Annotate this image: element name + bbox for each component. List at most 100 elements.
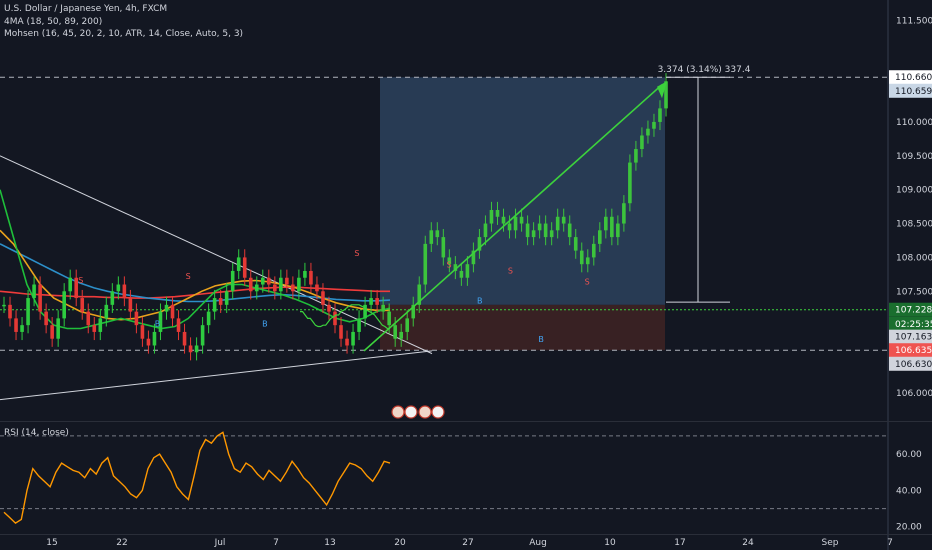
- candle-body: [254, 284, 259, 292]
- candle-body: [224, 291, 229, 305]
- candle-body: [86, 311, 91, 326]
- candle-body: [387, 311, 391, 326]
- ma-line-3: [0, 189, 391, 330]
- candle-body: [26, 298, 30, 326]
- candle-body: [158, 311, 163, 332]
- candle-body: [628, 162, 632, 204]
- stop-line: [300, 304, 390, 330]
- signal-marker: B: [538, 335, 544, 344]
- candle-body: [622, 203, 626, 224]
- candle-body: [610, 216, 614, 238]
- time-tick-label: 15: [46, 538, 57, 548]
- candle-body: [260, 277, 265, 285]
- time-tick-label: Sep: [822, 538, 839, 548]
- projection-arrow-head: [657, 81, 667, 99]
- candle-body: [321, 291, 325, 305]
- candle-body: [363, 304, 367, 319]
- time-tick-label: 27: [462, 538, 473, 548]
- candle-body: [393, 325, 397, 339]
- price-tag-label: 106.630: [895, 360, 932, 370]
- candle-body: [483, 223, 488, 238]
- candle-body: [513, 216, 518, 231]
- candle-body: [429, 230, 434, 244]
- candle-body: [62, 291, 66, 319]
- candle-body: [652, 121, 656, 129]
- candle-body: [411, 304, 416, 319]
- candle-body: [646, 128, 650, 136]
- candle-body: [543, 223, 548, 238]
- signal-marker: B: [262, 320, 268, 329]
- candle-body: [561, 216, 566, 224]
- candle-body: [200, 325, 205, 346]
- time-tick-label: Jul: [214, 538, 226, 548]
- candle-body: [32, 284, 36, 299]
- signal-marker: S: [585, 278, 590, 287]
- price-tick-label: 108.000: [896, 253, 932, 263]
- candle-body: [471, 250, 476, 265]
- candle-body: [345, 338, 349, 346]
- rsi-tick-label: 20.00: [896, 523, 922, 533]
- candles: [2, 73, 668, 361]
- candle-body: [441, 237, 446, 258]
- candle-body: [212, 298, 217, 312]
- candle-body: [273, 284, 277, 292]
- candle-body: [616, 223, 620, 238]
- candle-body: [447, 257, 452, 265]
- candle-body: [435, 230, 440, 238]
- rsi-tick-label: 60.00: [896, 450, 922, 460]
- time-tick-label: 22: [116, 538, 127, 548]
- signal-marker: S: [78, 276, 83, 285]
- candle-body: [381, 304, 385, 312]
- candle-body: [537, 223, 542, 231]
- candle-body: [519, 216, 524, 224]
- candle-body: [303, 270, 307, 278]
- stop-zone: [380, 304, 665, 351]
- indicator-badge-icon: [391, 405, 405, 419]
- candle-body: [236, 257, 241, 271]
- candle-body: [182, 331, 187, 346]
- candle-body: [351, 331, 355, 346]
- candle-body: [333, 311, 337, 326]
- indicator-badge-icon: [418, 405, 432, 419]
- candle-body: [267, 277, 271, 285]
- time-tick-label: 7: [273, 538, 279, 548]
- candle-body: [194, 345, 199, 353]
- candle-body: [248, 277, 253, 292]
- rsi-legend: RSI (14, close): [4, 428, 69, 438]
- candle-body: [315, 284, 319, 292]
- candle-body: [50, 325, 54, 339]
- rsi-tick-label: 40.00: [896, 486, 922, 496]
- mohsen-legend: Mohsen (16, 45, 20, 2, 10, ATR, 14, Clos…: [4, 29, 244, 39]
- time-tick-label: 13: [324, 538, 335, 548]
- candle-body: [92, 325, 97, 332]
- candle-body: [357, 318, 361, 332]
- candle-body: [375, 298, 379, 305]
- price-tag-label: 110.659: [895, 87, 932, 97]
- time-tick-label: Aug: [529, 538, 547, 548]
- candle-body: [80, 298, 85, 312]
- candle-body: [140, 325, 145, 339]
- candle-body: [14, 318, 18, 332]
- candle-body: [152, 331, 157, 346]
- candle-body: [116, 284, 121, 292]
- candle-body: [525, 223, 530, 238]
- candle-body: [20, 325, 24, 332]
- candle-body: [164, 304, 169, 312]
- candle-body: [2, 304, 6, 307]
- candle-body: [242, 257, 247, 278]
- chart-title: U.S. Dollar / Japanese Yen, 4h, FXCM: [4, 4, 168, 14]
- candle-body: [549, 230, 554, 238]
- candle-body: [110, 291, 115, 305]
- candle-body: [279, 277, 283, 292]
- candle-body: [297, 277, 301, 292]
- candle-body: [38, 284, 42, 312]
- candle-body: [230, 270, 235, 292]
- indicator-badge-icon: [404, 405, 418, 419]
- candle-body: [399, 331, 403, 339]
- signal-marker: S: [354, 249, 359, 258]
- price-tag-label: 110.660: [895, 73, 932, 83]
- target-zone: [380, 77, 665, 305]
- candle-body: [531, 230, 536, 238]
- signal-marker: S: [447, 261, 452, 270]
